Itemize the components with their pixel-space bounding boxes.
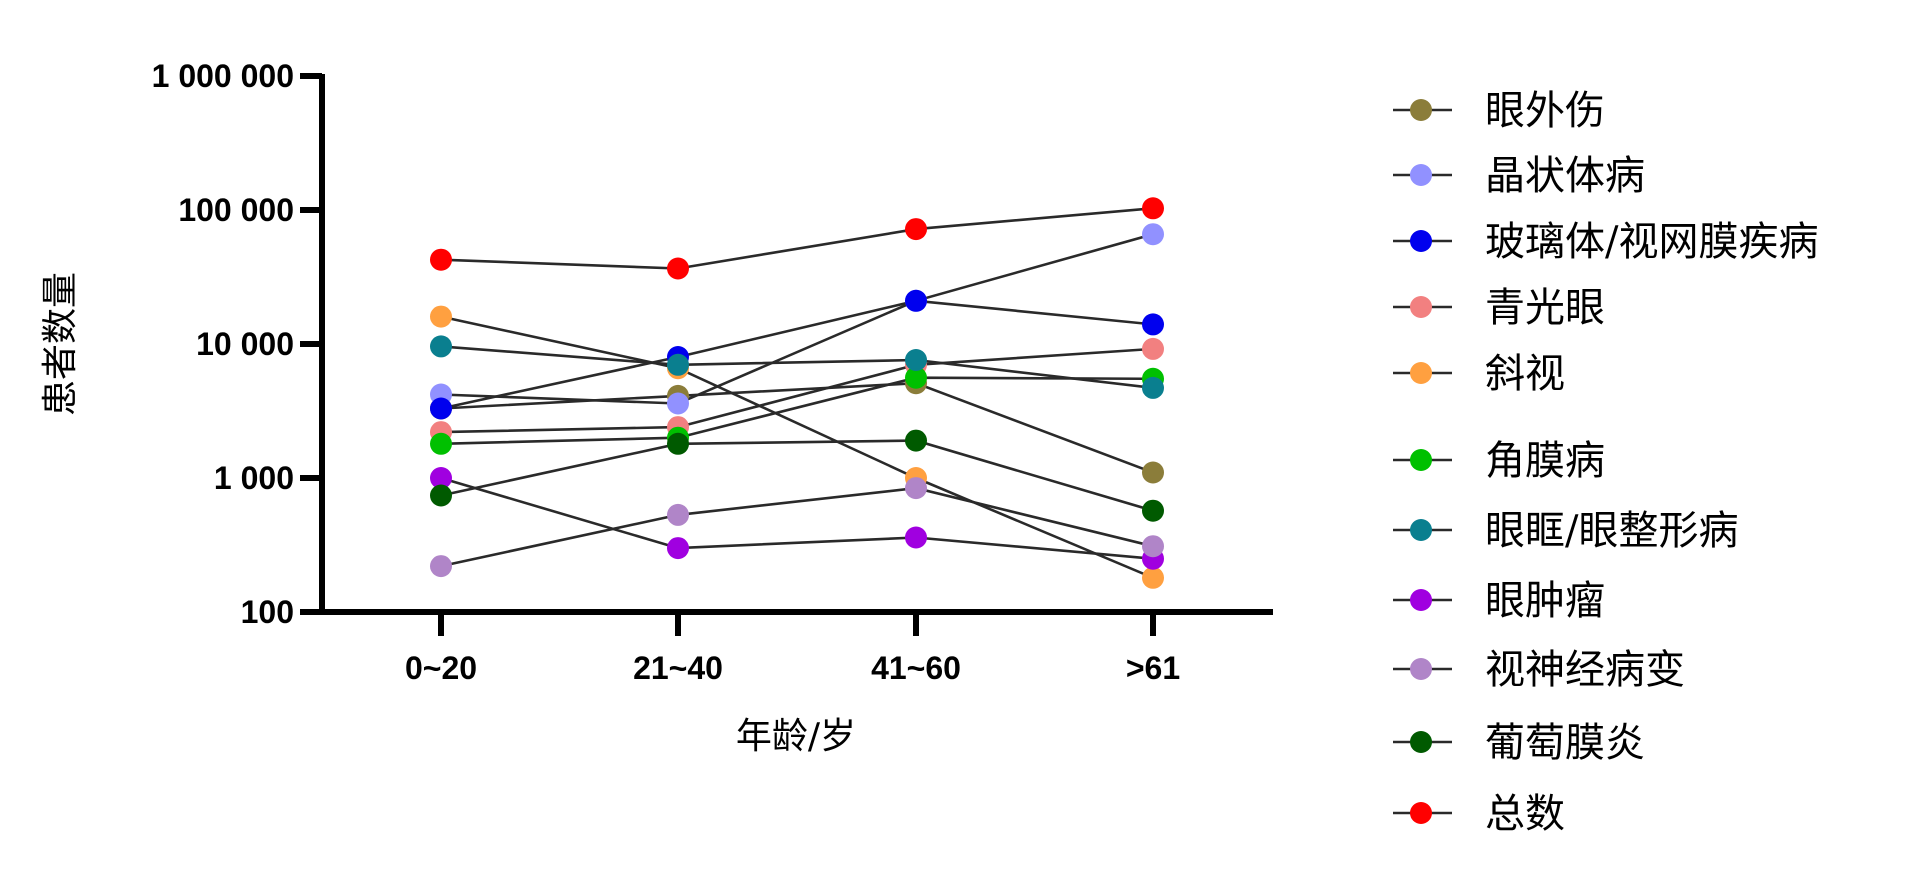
data-point-10-1 — [667, 257, 689, 280]
y-tick-label: 100 — [241, 594, 294, 630]
series-line-10 — [440, 207, 1154, 270]
series-line-5 — [440, 376, 1154, 446]
series-line-6 — [440, 345, 1154, 390]
data-point-9-2 — [905, 429, 927, 452]
data-point-5-0 — [430, 432, 452, 455]
x-tick-label: 41~60 — [871, 650, 961, 686]
series-line-8 — [440, 486, 1154, 568]
data-point-8-1 — [667, 503, 689, 526]
x-tick-label: >61 — [1126, 650, 1180, 686]
data-point-3-3 — [1142, 337, 1164, 360]
legend-item: 玻璃体/视网膜疾病 — [1393, 219, 1818, 265]
legend-item: 眼眶/眼整形病 — [1393, 508, 1738, 554]
data-point-10-0 — [430, 248, 452, 271]
data-point-1-3 — [1142, 223, 1164, 246]
legend: 眼外伤晶状体病玻璃体/视网膜疾病青光眼斜视角膜病眼眶/眼整形病眼肿瘤视神经病变葡… — [1393, 88, 1818, 837]
legend-label: 角膜病 — [1485, 438, 1605, 484]
legend-marker — [1410, 362, 1432, 384]
legend-marker — [1410, 802, 1432, 824]
data-point-9-1 — [667, 432, 689, 455]
series-line-7 — [440, 476, 1154, 560]
axes: 100 1 000 10 000 100 000 1 000 000 0~20 21~40 4… — [152, 58, 1273, 686]
data-point-10-2 — [905, 218, 927, 241]
series-lines — [440, 207, 1154, 579]
data-point-2-3 — [1142, 313, 1164, 336]
data-point-4-3 — [1142, 566, 1164, 589]
series-line-4 — [440, 315, 1154, 579]
data-point-8-2 — [905, 477, 927, 500]
legend-marker — [1410, 589, 1432, 611]
x-tick-label: 21~40 — [633, 650, 723, 686]
legend-item: 眼肿瘤 — [1393, 578, 1605, 624]
data-point-8-0 — [430, 555, 452, 578]
y-tick-label: 1 000 000 — [152, 58, 294, 94]
data-point-8-3 — [1142, 535, 1164, 558]
data-point-2-0 — [430, 397, 452, 420]
legend-label: 总数 — [1485, 791, 1565, 837]
data-point-2-2 — [905, 289, 927, 312]
data-point-7-0 — [430, 467, 452, 489]
legend-marker — [1410, 449, 1432, 471]
series-line-9 — [440, 439, 1154, 512]
legend-marker — [1410, 296, 1432, 318]
y-axis-title: 患者数量 — [40, 272, 81, 416]
series-line-1 — [440, 232, 1154, 405]
legend-item: 视神经病变 — [1393, 647, 1685, 693]
data-point-9-3 — [1142, 499, 1164, 522]
legend-label: 眼肿瘤 — [1485, 578, 1605, 624]
legend-item: 青光眼 — [1393, 285, 1605, 331]
data-point-6-0 — [430, 335, 452, 358]
legend-marker — [1410, 230, 1432, 252]
legend-marker — [1410, 164, 1432, 186]
legend-item: 斜视 — [1393, 351, 1565, 397]
data-point-5-2 — [905, 366, 927, 389]
legend-item: 总数 — [1393, 791, 1565, 837]
series-line-2 — [440, 299, 1154, 410]
data-point-0-3 — [1142, 461, 1164, 484]
data-point-6-3 — [1142, 376, 1164, 399]
data-point-7-2 — [905, 526, 927, 549]
data-point-1-1 — [667, 392, 689, 415]
legend-label: 玻璃体/视网膜疾病 — [1485, 219, 1818, 265]
legend-marker — [1410, 99, 1432, 121]
legend-label: 葡萄膜炎 — [1485, 720, 1645, 766]
y-tick-label: 1 000 — [214, 460, 294, 496]
y-tick-label: 10 000 — [196, 326, 294, 362]
data-point-7-1 — [667, 537, 689, 560]
data-point-10-3 — [1142, 197, 1164, 220]
x-axis-title: 年龄/岁 — [736, 716, 856, 757]
legend-label: 晶状体病 — [1485, 153, 1645, 199]
legend-item: 葡萄膜炎 — [1393, 720, 1645, 766]
x-tick-label: 0~20 — [405, 650, 477, 686]
legend-item: 眼外伤 — [1393, 88, 1605, 134]
data-point-6-2 — [905, 349, 927, 371]
legend-label: 视神经病变 — [1485, 647, 1685, 693]
legend-label: 斜视 — [1485, 351, 1565, 397]
legend-marker — [1410, 519, 1432, 541]
data-point-6-1 — [667, 353, 689, 376]
legend-marker — [1410, 731, 1432, 753]
legend-item: 晶状体病 — [1393, 153, 1645, 199]
series-line-0 — [440, 381, 1154, 474]
legend-label: 青光眼 — [1485, 285, 1605, 331]
data-point-9-0 — [430, 484, 452, 507]
data-point-4-0 — [430, 305, 452, 328]
legend-marker — [1410, 658, 1432, 680]
legend-item: 角膜病 — [1393, 438, 1605, 484]
series-line-3 — [440, 347, 1154, 434]
legend-label: 眼眶/眼整形病 — [1485, 508, 1738, 554]
y-tick-label: 100 000 — [178, 192, 294, 228]
legend-label: 眼外伤 — [1485, 88, 1605, 134]
series-points — [430, 197, 1164, 589]
